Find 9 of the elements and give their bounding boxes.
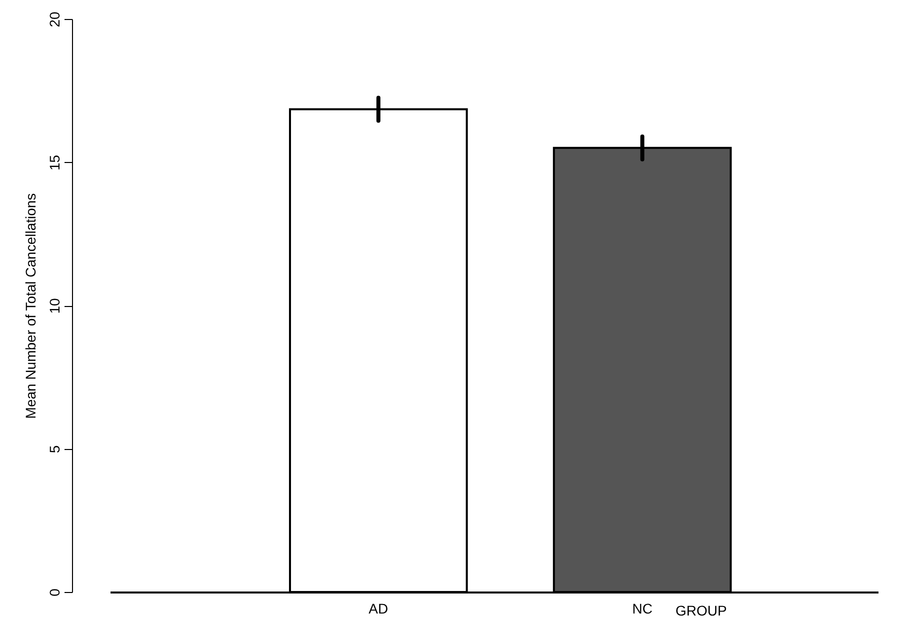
x-tick-label: NC (632, 600, 652, 616)
y-axis-title: Mean Number of Total Cancellations (22, 193, 38, 419)
y-tick-label: 10 (46, 298, 62, 314)
y-tick-label: 5 (46, 445, 62, 454)
y-tick-label: 0 (46, 588, 62, 596)
x-tick-label: AD (368, 600, 388, 616)
y-tick-label: 20 (46, 12, 62, 28)
x-axis-title: GROUP (676, 602, 727, 618)
y-tick-label: 15 (46, 154, 62, 171)
